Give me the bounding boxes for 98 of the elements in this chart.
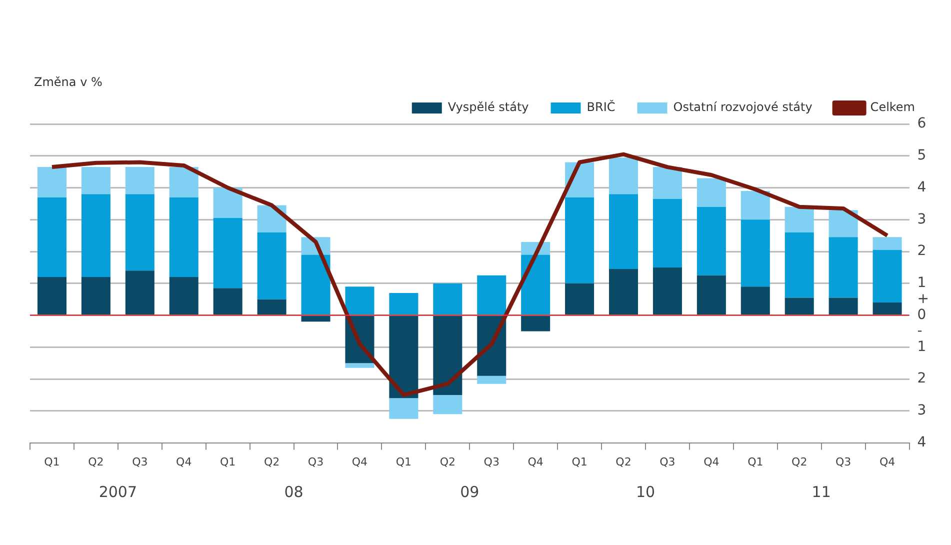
bar xyxy=(81,194,110,278)
x-tick-label: Q4 xyxy=(176,455,192,468)
x-tick-label: Q3 xyxy=(484,455,500,468)
bar xyxy=(872,302,902,315)
legend-label: Vyspělé státy xyxy=(448,100,529,114)
bar xyxy=(784,206,814,232)
bar xyxy=(740,286,770,315)
y-axis-title: Změna v % xyxy=(34,75,102,89)
x-tick-label: Q2 xyxy=(440,455,456,468)
x-tick-label: Q4 xyxy=(352,455,368,468)
x-tick-label: Q3 xyxy=(308,455,324,468)
bar xyxy=(565,197,594,284)
bar xyxy=(609,157,638,194)
bar xyxy=(696,206,726,276)
bar xyxy=(345,363,374,368)
bar xyxy=(213,188,242,218)
bar xyxy=(213,288,242,315)
bar xyxy=(257,299,286,315)
bar xyxy=(696,178,726,207)
bar xyxy=(433,316,462,395)
bar xyxy=(477,376,506,384)
y-tick-label: 2 xyxy=(917,243,926,260)
bar xyxy=(872,237,902,250)
x-tick-label: Q1 xyxy=(220,455,236,468)
x-tick-label: Q3 xyxy=(660,455,676,468)
x-tick-label: Q1 xyxy=(396,455,412,468)
bar xyxy=(169,277,198,315)
bar xyxy=(81,277,110,315)
y-tick-label: + xyxy=(917,290,930,307)
x-tick-label: Q1 xyxy=(44,455,60,468)
bar xyxy=(213,218,242,288)
x-tick-label: Q2 xyxy=(264,455,280,468)
y-tick-label: 4 xyxy=(917,434,926,450)
x-tick-label: Q3 xyxy=(132,455,148,468)
bar xyxy=(37,167,66,198)
bar xyxy=(345,286,374,315)
text: 11 xyxy=(812,483,831,501)
bar xyxy=(609,194,638,270)
x-tick-label: Q2 xyxy=(88,455,104,468)
bar xyxy=(433,283,462,315)
bar xyxy=(389,292,418,315)
x-tick-label: Q3 xyxy=(835,455,852,468)
bar xyxy=(389,316,418,398)
bar xyxy=(740,190,770,220)
y-tick-label: 2 xyxy=(917,370,926,387)
x-tick-label: Q2 xyxy=(792,455,808,468)
bar xyxy=(301,316,330,322)
bar xyxy=(784,232,814,298)
bar xyxy=(257,232,286,300)
x-tick-label: Q4 xyxy=(879,455,896,468)
text: 09 xyxy=(460,483,480,501)
bar xyxy=(125,167,154,194)
y-tick-label: 4 xyxy=(917,179,926,196)
y-tick-label: 3 xyxy=(917,211,926,228)
bar xyxy=(652,167,682,199)
bar xyxy=(828,298,858,315)
bar xyxy=(521,316,550,332)
bar xyxy=(125,194,154,271)
x-tick-label: Q1 xyxy=(572,455,588,468)
x-tick-label: Q4 xyxy=(528,455,544,468)
bar xyxy=(565,283,594,315)
bar xyxy=(784,298,814,315)
y-tick-label: 1 xyxy=(917,338,926,355)
bar xyxy=(872,250,902,303)
bar xyxy=(169,167,198,198)
bar xyxy=(433,394,462,414)
bar xyxy=(125,270,154,315)
bar xyxy=(521,254,550,315)
legend-label: Ostatní rozvojové státy xyxy=(673,100,812,114)
text: 2007 xyxy=(98,483,138,501)
x-tick-label: Q1 xyxy=(748,455,764,468)
bar xyxy=(257,205,286,232)
legend-label: Celkem xyxy=(870,100,916,114)
bar xyxy=(609,269,638,315)
bar xyxy=(740,220,770,287)
text: 08 xyxy=(284,483,304,501)
bar xyxy=(37,277,66,315)
bar xyxy=(828,210,858,238)
y-tick-label: 1 xyxy=(917,275,926,292)
legend-label: BRIČ xyxy=(586,99,616,114)
text: 10 xyxy=(636,483,656,501)
x-tick-label: Q2 xyxy=(616,455,632,468)
bar xyxy=(652,267,682,315)
y-tick-label: 5 xyxy=(917,148,926,164)
bar xyxy=(37,197,66,278)
y-tick-label: 0 xyxy=(917,306,926,323)
bar xyxy=(169,197,198,278)
bar xyxy=(301,254,330,315)
bar xyxy=(696,275,726,315)
bar xyxy=(389,398,418,419)
y-tick-label: 6 xyxy=(917,116,926,132)
bar xyxy=(652,198,682,268)
x-tick-label: Q4 xyxy=(704,455,720,468)
bar xyxy=(828,237,858,298)
y-tick-label: - xyxy=(917,322,922,339)
bar xyxy=(81,167,110,194)
y-tick-label: 3 xyxy=(917,402,926,419)
bar xyxy=(477,275,506,315)
